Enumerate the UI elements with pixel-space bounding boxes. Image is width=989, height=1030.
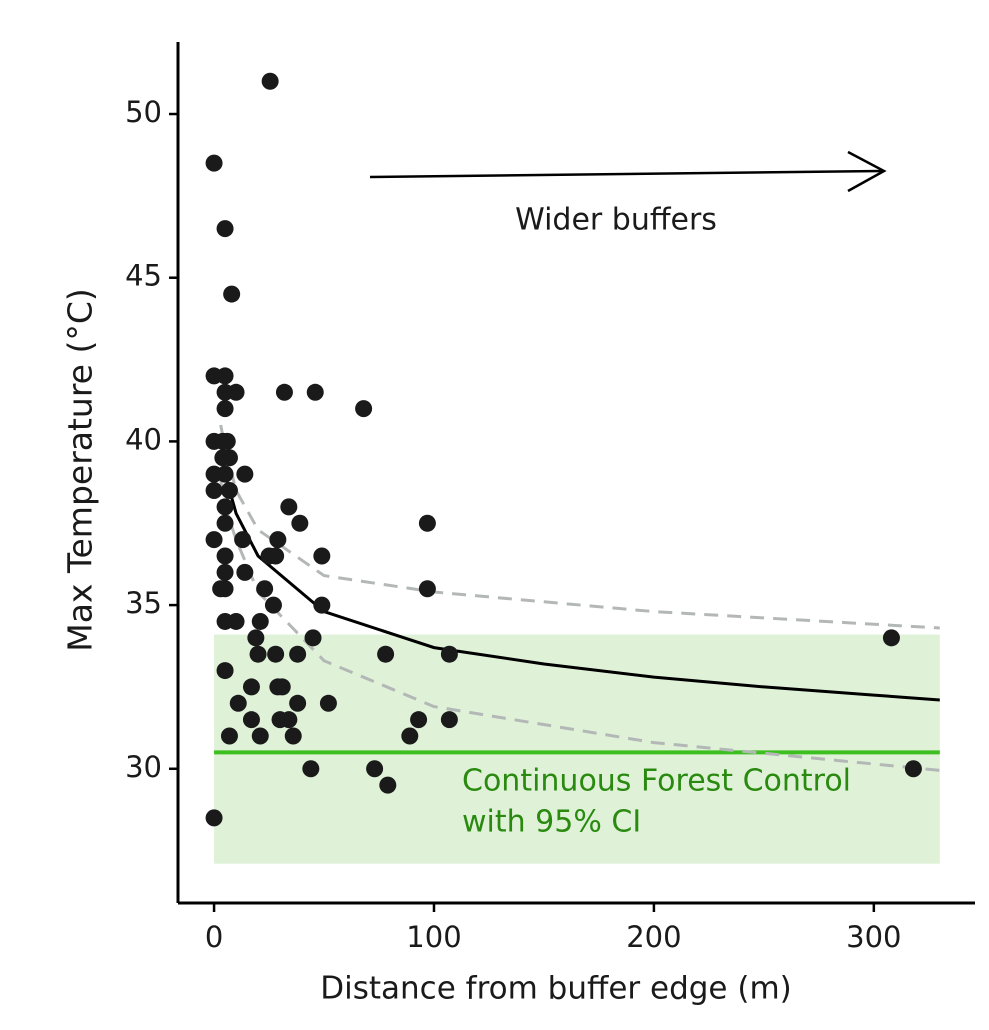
point [218,432,236,450]
point [227,612,245,630]
point [242,711,260,729]
point [269,531,287,549]
x-tick-label: 300 [846,920,901,954]
point [313,547,331,565]
control-label: with 95% CI [462,805,641,840]
x-tick-label: 0 [205,920,223,954]
point [275,383,293,401]
point [249,645,267,663]
point [264,596,282,614]
x-tick-label: 100 [406,920,461,954]
point [216,662,234,680]
y-tick-label: 35 [125,586,162,620]
y-axis-title: Max Temperature (°C) [61,288,100,652]
point [284,727,302,745]
point [236,563,254,581]
point [220,727,238,745]
point [355,400,373,418]
point [261,72,279,90]
arrow-shaft [369,169,883,179]
point [313,596,331,614]
point [205,809,223,827]
point [247,629,265,647]
point [319,694,337,712]
point [205,531,223,549]
point [401,727,419,745]
point [236,465,254,483]
plot-area [205,72,940,864]
point [306,383,324,401]
point [216,563,234,581]
point [216,400,234,418]
point [227,383,245,401]
x-axis-title: Distance from buffer edge (m) [320,971,792,1007]
point [366,760,384,778]
point [242,678,260,696]
point [410,711,428,729]
point [216,220,234,238]
point [256,580,274,598]
point [216,465,234,483]
arrow-head [847,150,887,193]
point [273,678,291,696]
point [904,760,922,778]
x-tick-label: 200 [626,920,681,954]
annotation: Wider buffers [515,203,717,238]
fit-line [219,450,940,702]
point [251,612,269,630]
point [216,498,234,516]
point [280,711,298,729]
point [304,629,322,647]
point [220,449,238,467]
point [440,711,458,729]
point [251,727,269,745]
point [229,694,247,712]
point [220,482,238,500]
point [379,776,397,794]
control-band [214,634,940,864]
point [302,760,320,778]
point [216,367,234,385]
point [223,285,241,303]
y-tick-label: 50 [125,95,162,129]
point [418,514,436,532]
point [291,514,309,532]
point [205,154,223,172]
point [205,482,223,500]
point [280,498,298,516]
point [289,694,307,712]
control-label: Continuous Forest Control [462,764,851,799]
point [289,645,307,663]
point [882,629,900,647]
point [377,645,395,663]
point [234,531,252,549]
point [267,547,285,565]
point [418,580,436,598]
point [440,645,458,663]
point [216,547,234,565]
y-tick-label: 40 [125,422,162,456]
point [216,580,234,598]
ci-upper [219,424,940,630]
point [267,645,285,663]
y-tick-label: 45 [125,259,162,293]
y-tick-label: 30 [125,750,162,784]
point [216,514,234,532]
